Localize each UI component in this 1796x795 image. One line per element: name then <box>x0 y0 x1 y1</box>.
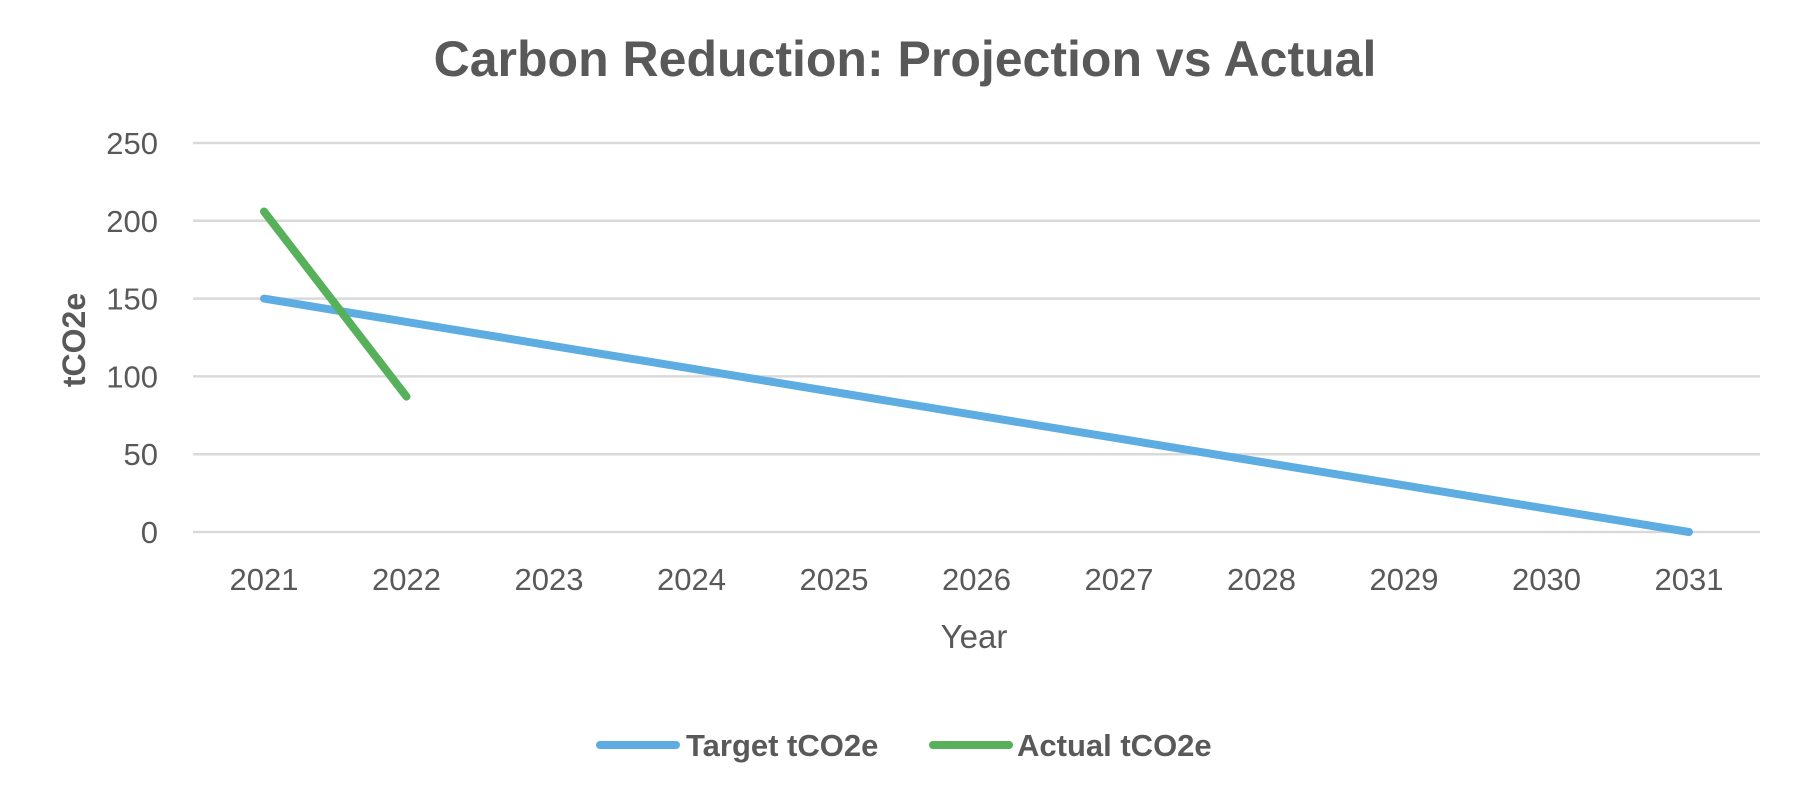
y-tick-label: 100 <box>106 359 158 394</box>
x-tick-label: 2021 <box>230 562 299 597</box>
x-tick-label: 2023 <box>515 562 584 597</box>
x-tick-label: 2031 <box>1655 562 1724 597</box>
x-tick-label: 2029 <box>1370 562 1439 597</box>
y-tick-label: 250 <box>106 126 158 161</box>
legend-item[interactable]: Target tCO2e <box>596 728 878 763</box>
x-tick-label: 2028 <box>1227 562 1296 597</box>
y-axis-tick-labels: 0 50 100 150 200 250 <box>106 126 158 550</box>
x-tick-label: 2030 <box>1512 562 1581 597</box>
gridlines <box>193 141 1760 534</box>
legend-label: Target tCO2e <box>686 728 878 763</box>
x-axis-label: Year <box>941 618 1008 655</box>
series-line-1 <box>260 207 411 401</box>
x-tick-label: 2026 <box>942 562 1011 597</box>
x-tick-label: 2025 <box>800 562 869 597</box>
y-tick-label: 0 <box>141 515 158 550</box>
x-axis-tick-labels: 2021 2022 2023 2024 2025 2026 2027 2028 2029 2030… <box>230 562 1724 597</box>
y-tick-label: 50 <box>124 437 158 472</box>
y-tick-label: 150 <box>106 282 158 317</box>
legend-label: Actual tCO2e <box>1017 728 1212 763</box>
chart-title: Carbon Reduction: Projection vs Actual <box>434 31 1377 87</box>
y-axis-label: tCO2e <box>56 293 92 387</box>
x-tick-label: 2022 <box>372 562 441 597</box>
legend[interactable]: Target tCO2e Actual tCO2e <box>596 728 1212 763</box>
x-tick-label: 2024 <box>657 562 726 597</box>
y-tick-label: 200 <box>106 204 158 239</box>
legend-item[interactable]: Actual tCO2e <box>929 728 1212 763</box>
x-tick-label: 2027 <box>1085 562 1154 597</box>
series-lines <box>260 207 1693 536</box>
